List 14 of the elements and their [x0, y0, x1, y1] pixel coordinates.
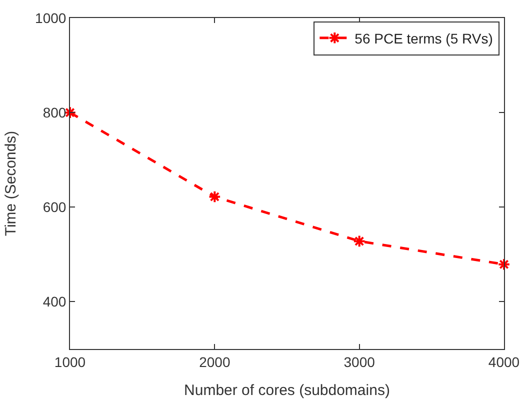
- x-tick-label: 1000: [54, 354, 86, 370]
- y-tick-label: 400: [42, 294, 66, 310]
- y-tick-label: 1000: [35, 10, 66, 26]
- x-tick-label: 4000: [488, 354, 520, 370]
- point: [208, 190, 222, 204]
- x-axis-title: Number of cores (subdomains): [184, 382, 390, 399]
- x-tick-label: 3000: [344, 354, 376, 370]
- y-axis-title: Time (Seconds): [2, 130, 20, 236]
- legend-label: 56 PCE terms (5 RVs): [354, 30, 493, 46]
- x-tick-label: 2000: [199, 354, 230, 370]
- point: [352, 234, 366, 248]
- y-tick-label: 600: [42, 199, 66, 216]
- y-tick-label: 800: [42, 104, 66, 120]
- point: [498, 258, 510, 271]
